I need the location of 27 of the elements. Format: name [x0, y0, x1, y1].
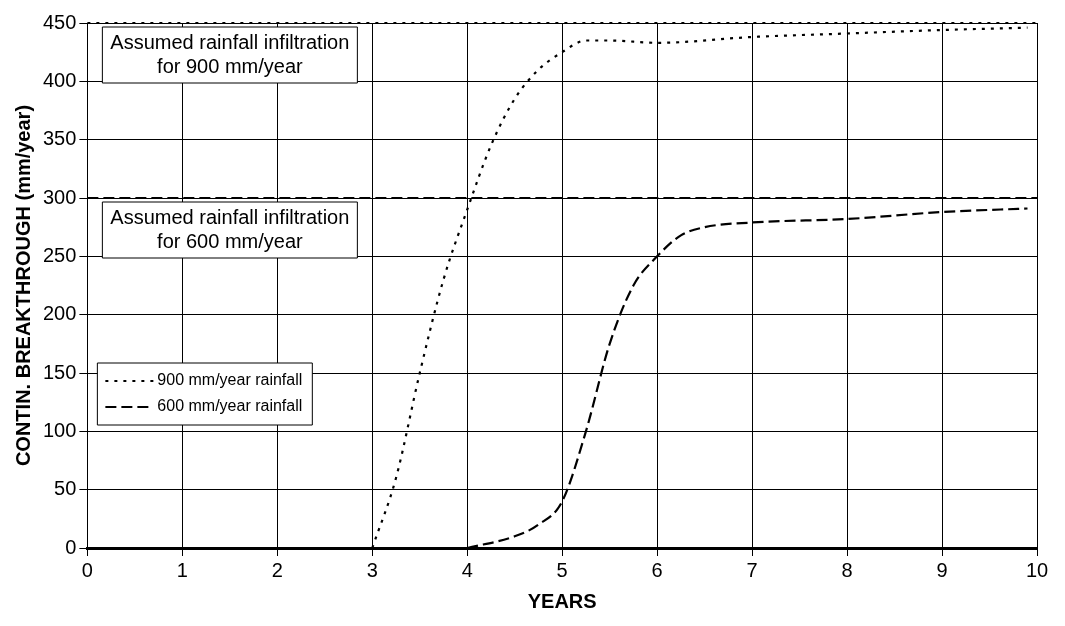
- x-tick-label: 10: [1025, 558, 1049, 581]
- x-tick-label: 6: [651, 558, 663, 581]
- x-tick-label: 0: [81, 558, 93, 581]
- x-tick-label: 8: [841, 558, 853, 581]
- x-tick-label: 9: [936, 558, 948, 581]
- y-tick-label: 0: [65, 535, 77, 558]
- x-tick-label: 1: [176, 558, 188, 581]
- y-tick-label: 50: [54, 477, 77, 500]
- y-tick-label: 100: [42, 418, 77, 441]
- ref-line-label: Assumed rainfall infiltration for 600 mm/year: [110, 205, 350, 252]
- y-tick-label: 200: [42, 302, 77, 325]
- x-tick-label: 3: [366, 558, 378, 581]
- x-tick-label: 4: [461, 558, 473, 581]
- y-tick-label: 400: [42, 68, 77, 91]
- y-tick-label: 150: [42, 360, 77, 383]
- y-tick-label: 250: [42, 243, 77, 266]
- legend-label: 900 mm/year rainfall: [157, 371, 303, 389]
- legend-label: 600 mm/year rainfall: [157, 397, 303, 415]
- ref-line-label: Assumed rainfall infiltration for 900 mm/year: [110, 30, 350, 77]
- y-tick-label: 300: [42, 185, 77, 208]
- x-axis-title: YEARS: [527, 589, 597, 612]
- x-tick-label: 5: [556, 558, 568, 581]
- x-tick-label: 2: [271, 558, 283, 581]
- y-axis-title: CONTIN. BREAKTHROUGH (mm/year): [11, 104, 34, 467]
- y-tick-label: 450: [42, 10, 77, 33]
- x-tick-label: 7: [746, 558, 758, 581]
- y-tick-label: 350: [42, 127, 77, 150]
